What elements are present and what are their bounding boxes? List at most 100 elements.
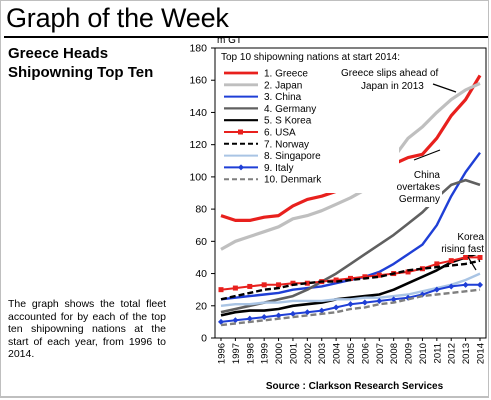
legend-label: 1. Greece [264,69,308,80]
data-point-marker [304,280,310,286]
y-tick-label: 20 [195,300,207,312]
y-tick-label: 100 [189,171,207,183]
y-axis-label: m GT [217,35,242,46]
data-point-marker [246,315,253,322]
data-point-marker [462,281,469,288]
x-tick-label: 2010 [418,343,429,364]
data-point-marker [218,287,224,293]
data-point-marker [304,309,311,316]
x-tick-label: 1998 [245,343,256,364]
annotation-text: rising fast [441,244,484,255]
series-line [220,288,481,327]
series-line [220,259,481,301]
annotation-text: overtakes [397,182,440,193]
x-tick-label: 2001 [288,343,299,364]
data-point-marker [419,266,425,272]
data-point-marker [261,314,268,321]
x-tick-label: 2006 [360,343,371,364]
data-point-marker [390,296,397,303]
y-tick-label: 40 [195,268,207,280]
title-divider [4,36,488,38]
annotation-background [337,64,433,94]
y-tick-label: 140 [189,107,207,119]
page-title: Graph of the Week [6,3,229,33]
data-point-marker [218,318,224,325]
y-tick-label: 160 [189,75,207,87]
x-tick-label: 2004 [332,343,343,364]
chart-subtitle: Greece Heads Shipowning Top Ten [8,45,154,81]
series-line [220,251,481,317]
x-tick-label: 2003 [317,343,328,364]
data-point-marker [247,283,253,289]
annotation-text: Germany [399,194,440,205]
x-tick-label: 2002 [303,343,314,364]
legend-label: 3. China [264,92,302,103]
legend-label: 7. Norway [264,139,309,150]
legend-title: Top 10 shipowning nations at start 2014: [221,52,400,63]
data-point-marker [477,281,483,288]
data-point-marker [290,280,296,286]
data-point-marker [434,261,440,267]
legend-marker [238,164,244,171]
annotation-arrow [432,83,457,93]
data-point-marker [405,269,411,275]
annotation-background [386,165,442,207]
annotation-text: Korea [457,232,484,243]
data-point-marker [232,285,238,291]
x-tick-label: 2009 [404,343,415,364]
legend-marker [238,129,243,135]
annotation-text: Greece slips ahead of [341,68,439,79]
data-point-marker [376,297,383,304]
data-point-marker [318,307,325,314]
data-point-marker [376,272,382,278]
x-tick-label: 2014 [476,343,487,364]
x-tick-label: 2005 [346,343,357,364]
x-tick-label: 1997 [231,343,242,364]
x-tick-label: 2008 [389,343,400,364]
legend-label: 4. Germany [264,104,316,115]
legend-label: 9. Italy [264,163,293,174]
data-point-marker [463,254,469,260]
x-tick-label: 2012 [447,343,458,364]
data-point-marker [362,274,368,280]
x-tick-label: 1996 [217,343,228,364]
legend-label: 10. Denmark [264,175,322,186]
x-tick-label: 1999 [260,343,271,364]
y-tick-label: 60 [195,236,207,248]
bottom-divider [0,396,489,398]
source-note: Source : Clarkson Research Services [265,381,444,392]
data-point-marker [448,283,455,290]
y-tick-label: 120 [189,139,207,151]
data-point-marker [448,258,454,264]
annotation-background [440,229,485,255]
annotation-text: China [414,170,441,181]
annotation-arrow [413,149,441,161]
data-point-marker [232,317,239,324]
x-tick-label: 2011 [432,343,443,363]
data-point-marker [347,301,354,308]
chart-description: The graph shows the total fleet accounte… [8,298,166,360]
y-tick-label: 80 [195,204,207,216]
x-tick-label: 2007 [375,343,386,364]
annotation-text: Japan in 2013 [361,81,424,92]
x-tick-label: 2013 [461,343,472,364]
data-point-marker [261,282,267,288]
annotation-arrow [467,256,477,271]
data-point-marker [333,304,340,311]
y-tick-label: 180 [189,43,207,55]
data-point-marker [275,312,282,319]
data-point-marker [333,277,339,283]
data-point-marker [361,299,368,306]
series-line [220,256,480,291]
legend-label: 2. Japan [264,80,302,91]
data-point-marker [477,254,483,260]
data-point-marker [348,275,353,281]
y-tick-label: 0 [201,333,207,345]
legend-label: 5. S Korea [264,116,312,127]
data-point-marker [433,286,440,293]
x-tick-label: 2000 [274,343,285,364]
series-line [220,81,481,251]
data-point-marker [289,310,296,317]
legend-label: 6. USA [264,128,296,139]
